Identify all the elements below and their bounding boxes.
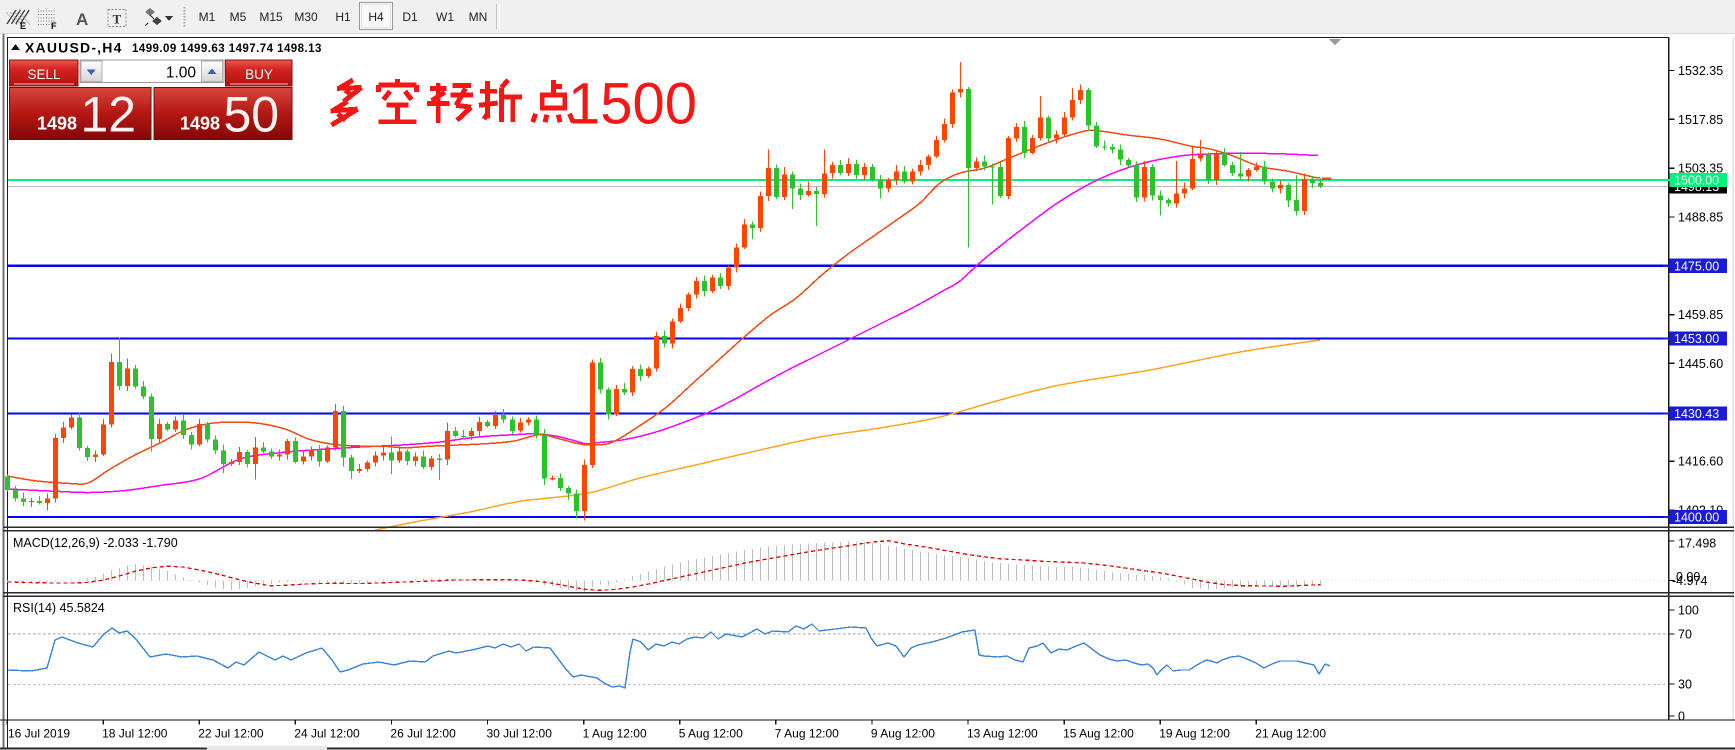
svg-text:E: E (20, 21, 26, 31)
svg-text:W1: W1 (436, 10, 454, 24)
svg-text:22 Jul 12:00: 22 Jul 12:00 (198, 727, 264, 741)
svg-text:30: 30 (1678, 678, 1692, 692)
svg-text:16 Jul 2019: 16 Jul 2019 (8, 727, 70, 741)
svg-text:18 Jul 12:00: 18 Jul 12:00 (102, 727, 168, 741)
svg-text:M1: M1 (199, 10, 216, 24)
svg-text:MN: MN (469, 10, 488, 24)
svg-text:M30: M30 (294, 10, 318, 24)
svg-text:1416.60: 1416.60 (1678, 455, 1723, 469)
svg-text:1430.43: 1430.43 (1674, 407, 1719, 421)
svg-text:30 Jul 12:00: 30 Jul 12:00 (487, 727, 553, 741)
svg-text:24 Jul 12:00: 24 Jul 12:00 (294, 727, 360, 741)
svg-text:XAUUSD-,H4: XAUUSD-,H4 (25, 40, 123, 56)
svg-text:MACD(12,26,9) -2.033 -1.790: MACD(12,26,9) -2.033 -1.790 (13, 536, 178, 550)
svg-text:RSI(14) 45.5824: RSI(14) 45.5824 (13, 601, 105, 615)
svg-text:17.498: 17.498 (1678, 537, 1716, 551)
svg-text:1 Aug 12:00: 1 Aug 12:00 (583, 727, 647, 741)
svg-text:1475.00: 1475.00 (1674, 259, 1719, 273)
svg-text:SELL: SELL (27, 67, 61, 82)
svg-text:1400.00: 1400.00 (1674, 511, 1719, 525)
svg-text:1445.60: 1445.60 (1678, 357, 1723, 371)
svg-text:1517.85: 1517.85 (1678, 113, 1723, 127)
svg-text:13 Aug 12:00: 13 Aug 12:00 (967, 727, 1038, 741)
svg-text:1488.85: 1488.85 (1678, 211, 1723, 225)
svg-text:50: 50 (224, 87, 280, 143)
svg-text:T: T (113, 12, 122, 27)
svg-text:9 Aug 12:00: 9 Aug 12:00 (871, 727, 935, 741)
svg-text:D1: D1 (402, 10, 418, 24)
svg-text:A: A (76, 10, 88, 29)
svg-text:-4.974: -4.974 (1672, 574, 1707, 588)
svg-text:1503.35: 1503.35 (1678, 162, 1723, 176)
svg-text:0: 0 (1678, 710, 1685, 724)
svg-text:21 Aug 12:00: 21 Aug 12:00 (1255, 727, 1326, 741)
svg-text:1532.35: 1532.35 (1678, 64, 1723, 78)
svg-text:H4: H4 (368, 10, 384, 24)
svg-text:BUY: BUY (245, 67, 273, 82)
svg-text:F: F (51, 21, 57, 31)
svg-text:12: 12 (81, 87, 137, 143)
svg-text:15 Aug 12:00: 15 Aug 12:00 (1063, 727, 1134, 741)
svg-text:1498: 1498 (37, 114, 77, 134)
svg-text:70: 70 (1678, 628, 1692, 642)
svg-text:1453.00: 1453.00 (1674, 332, 1719, 346)
svg-text:1.00: 1.00 (166, 65, 197, 82)
svg-text:1500.00: 1500.00 (1674, 174, 1719, 188)
svg-text:H1: H1 (335, 10, 351, 24)
svg-text:1459.85: 1459.85 (1678, 308, 1723, 322)
svg-text:1500: 1500 (568, 72, 697, 137)
svg-text:5 Aug 12:00: 5 Aug 12:00 (679, 727, 743, 741)
svg-text:7 Aug 12:00: 7 Aug 12:00 (775, 727, 839, 741)
svg-text:100: 100 (1678, 604, 1699, 618)
svg-text:M5: M5 (230, 10, 247, 24)
svg-text:19 Aug 12:00: 19 Aug 12:00 (1159, 727, 1230, 741)
svg-text:1498: 1498 (180, 114, 220, 134)
svg-text:26 Jul 12:00: 26 Jul 12:00 (390, 727, 456, 741)
svg-text:1499.09 1499.63 1497.74 1498.1: 1499.09 1499.63 1497.74 1498.13 (132, 43, 322, 55)
svg-text:M15: M15 (259, 10, 283, 24)
svg-text:0.00: 0.00 (1676, 570, 1700, 584)
